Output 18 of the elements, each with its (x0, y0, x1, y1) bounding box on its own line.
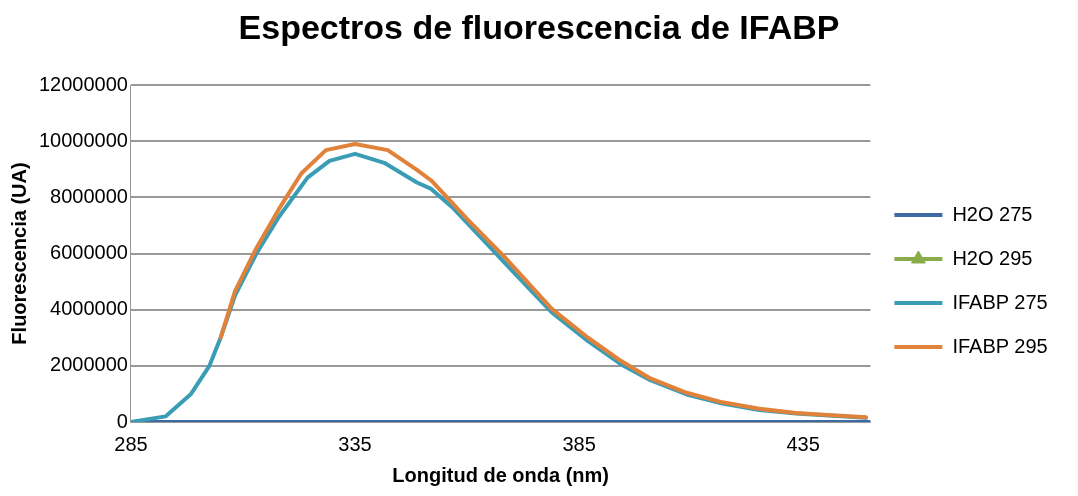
legend-label: IFABP 295 (952, 334, 1048, 357)
x-tick-label: 285 (114, 432, 148, 455)
x-tick-label: 385 (562, 432, 596, 455)
y-tick-label: 4000000 (50, 297, 128, 320)
y-tick-label: 2000000 (50, 353, 128, 376)
x-tick-label: 435 (786, 432, 820, 455)
x-axis-title: Longitud de onda (nm) (392, 463, 609, 486)
y-tick-label: 12000000 (39, 72, 128, 95)
legend-label: H2O 295 (952, 246, 1033, 269)
legend-label: IFABP 275 (952, 290, 1048, 313)
chart-title: Espectros de fluorescencia de IFABP (237, 8, 841, 47)
y-tick-label: 6000000 (50, 241, 128, 264)
legend-label: H2O 275 (952, 202, 1033, 225)
y-tick-label: 0 (116, 409, 128, 432)
y-tick-label: 8000000 (50, 184, 128, 207)
y-tick-label: 10000000 (39, 128, 128, 151)
y-axis-title: Fluorescencia (UA) (7, 162, 30, 345)
x-tick-label: 335 (338, 432, 372, 455)
